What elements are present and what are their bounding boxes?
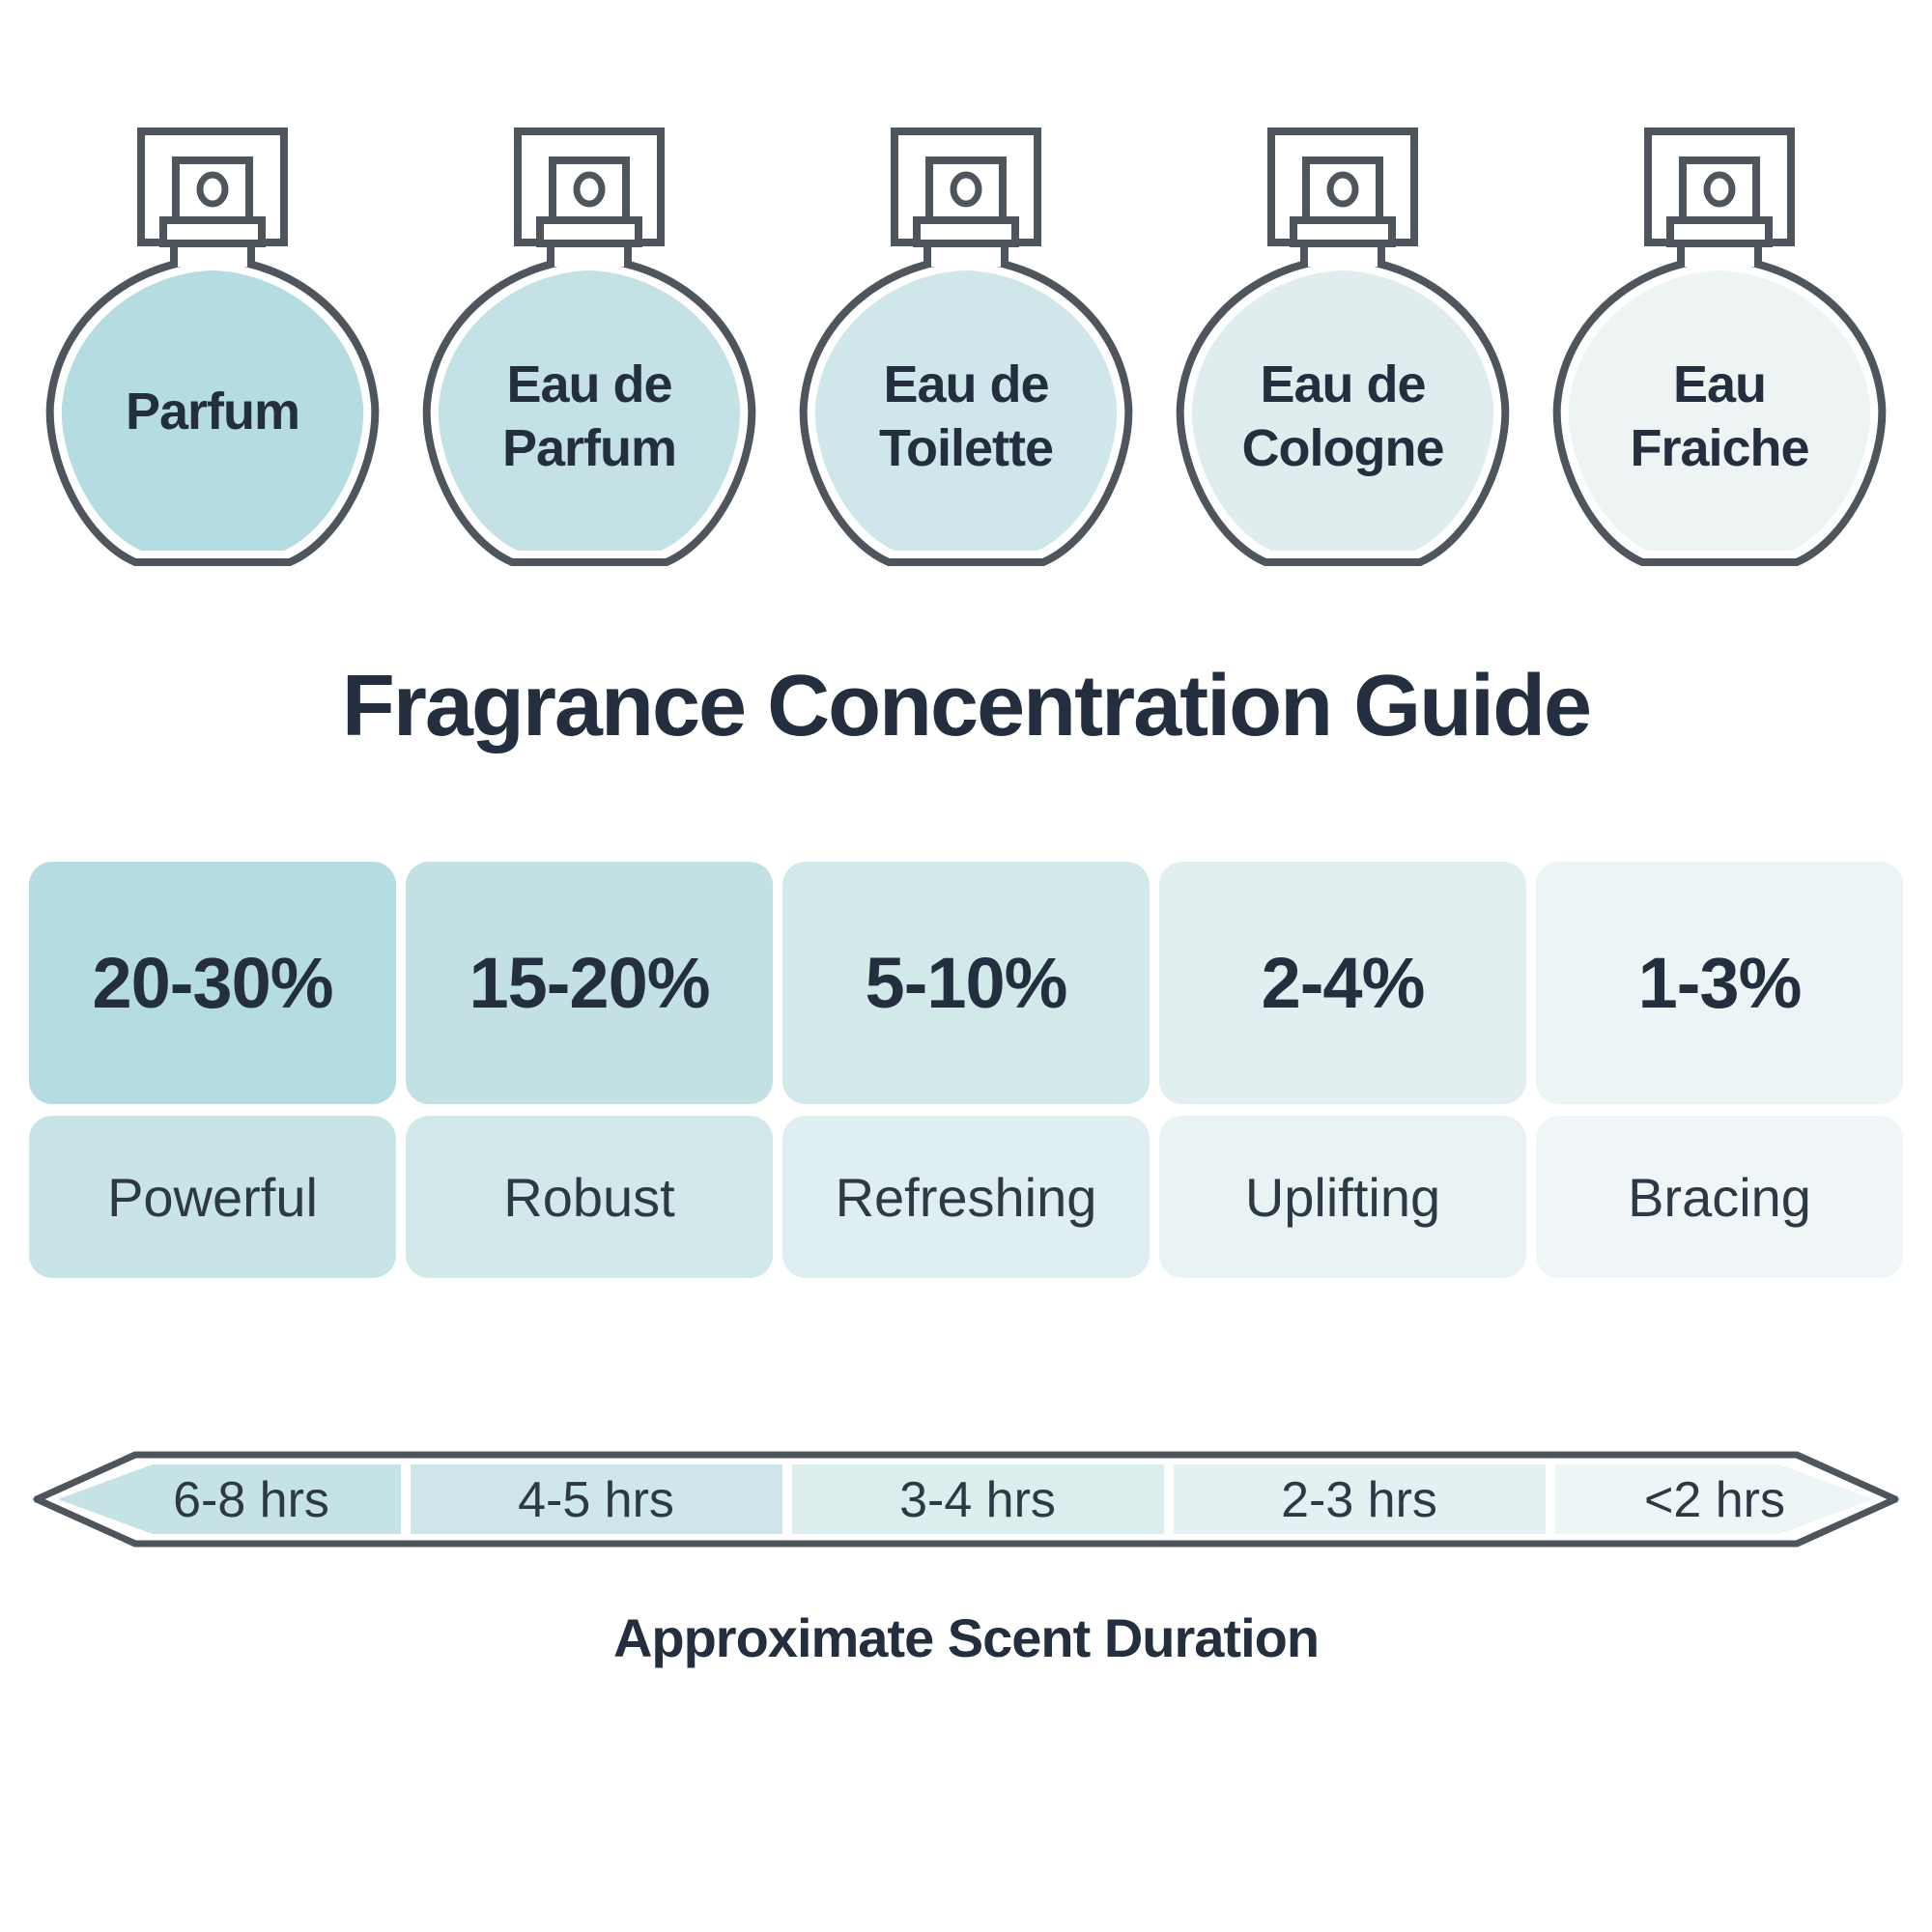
- bottle-label-line1: Eau de: [1260, 355, 1425, 413]
- duration-label-4: 2-3 hrs: [1281, 1472, 1437, 1528]
- bottle-collar: [159, 216, 266, 247]
- duration-segment-5: [1555, 1464, 1874, 1534]
- bottle-liquid: [438, 270, 741, 551]
- concentration-cell-eau-de-toilette: 5-10%: [782, 862, 1150, 1104]
- nozzle-hole-icon: [196, 171, 229, 208]
- perfume-bottle-eau-de-cologne: Eau de Cologne: [1176, 128, 1510, 566]
- bottle-liquid: [814, 270, 1118, 551]
- duration-segment-2: [411, 1464, 782, 1534]
- bottle-label-line1: Eau: [1673, 355, 1766, 413]
- duration-caption: Approximate Scent Duration: [612, 1607, 1320, 1668]
- descriptor-cell-eau-fraiche: Bracing: [1536, 1116, 1903, 1278]
- concentration-table: 20-30% 15-20% 5-10% 2-4% 1-3% Powerful R…: [29, 862, 1903, 1278]
- bottle-collar: [913, 216, 1019, 247]
- bottle-label-line2: Toilette: [879, 419, 1053, 477]
- descriptor-cell-eau-de-parfum: Robust: [406, 1116, 773, 1278]
- page-title: Fragrance Concentration Guide: [341, 658, 1592, 754]
- bottle-label-line2: Parfum: [502, 419, 676, 477]
- bottle-liquid: [1191, 270, 1494, 551]
- nozzle-hole-icon: [573, 171, 606, 208]
- bottle-label: Parfum: [126, 383, 299, 440]
- bottle-label-line1: Eau de: [506, 355, 671, 413]
- duration-segment-1: [58, 1464, 401, 1534]
- bottle-liquid: [1568, 270, 1871, 551]
- duration-segment-3: [792, 1464, 1164, 1534]
- duration-label-1: 6-8 hrs: [173, 1472, 329, 1528]
- bottle-label-line2: Cologne: [1242, 419, 1444, 477]
- descriptor-cell-eau-de-toilette: Refreshing: [782, 1116, 1150, 1278]
- duration-label-3: 3-4 hrs: [899, 1472, 1056, 1528]
- concentration-cell-eau-fraiche: 1-3%: [1536, 862, 1903, 1104]
- concentration-cell-eau-de-parfum: 15-20%: [406, 862, 773, 1104]
- bottle-collar: [1666, 216, 1773, 247]
- bottle-liquid: [61, 270, 364, 551]
- bottle-label-line1: Eau de: [883, 355, 1048, 413]
- descriptor-cell-eau-de-cologne: Uplifting: [1159, 1116, 1526, 1278]
- duration-label-5: <2 hrs: [1644, 1472, 1785, 1528]
- duration-segment-4: [1174, 1464, 1546, 1534]
- nozzle-hole-icon: [1326, 171, 1359, 208]
- bottle-row: Parfum Eau de Parfum Eau de Toil: [29, 126, 1903, 570]
- bottle-label-line2: Fraiche: [1630, 419, 1808, 477]
- perfume-bottle-parfum: Parfum: [45, 128, 380, 566]
- concentration-cell-eau-de-cologne: 2-4%: [1159, 862, 1526, 1104]
- nozzle-hole-icon: [1703, 171, 1736, 208]
- perfume-bottle-eau-de-parfum: Eau de Parfum: [422, 128, 756, 566]
- perfume-bottle-eau-de-toilette: Eau de Toilette: [799, 128, 1133, 566]
- duration-arrow-icon: 6-8 hrs 4-5 hrs 3-4 hrs 2-3 hrs <2 hrs: [33, 1451, 1899, 1548]
- bottle-collar: [1290, 216, 1396, 247]
- nozzle-hole-icon: [950, 171, 982, 208]
- perfume-bottle-eau-fraiche: Eau Fraiche: [1552, 128, 1887, 566]
- scent-duration-arrow: 6-8 hrs 4-5 hrs 3-4 hrs 2-3 hrs <2 hrs: [29, 1445, 1903, 1553]
- concentration-cell-parfum: 20-30%: [29, 862, 396, 1104]
- descriptor-cell-parfum: Powerful: [29, 1116, 396, 1278]
- bottle-collar: [536, 216, 642, 247]
- duration-label-2: 4-5 hrs: [518, 1472, 674, 1528]
